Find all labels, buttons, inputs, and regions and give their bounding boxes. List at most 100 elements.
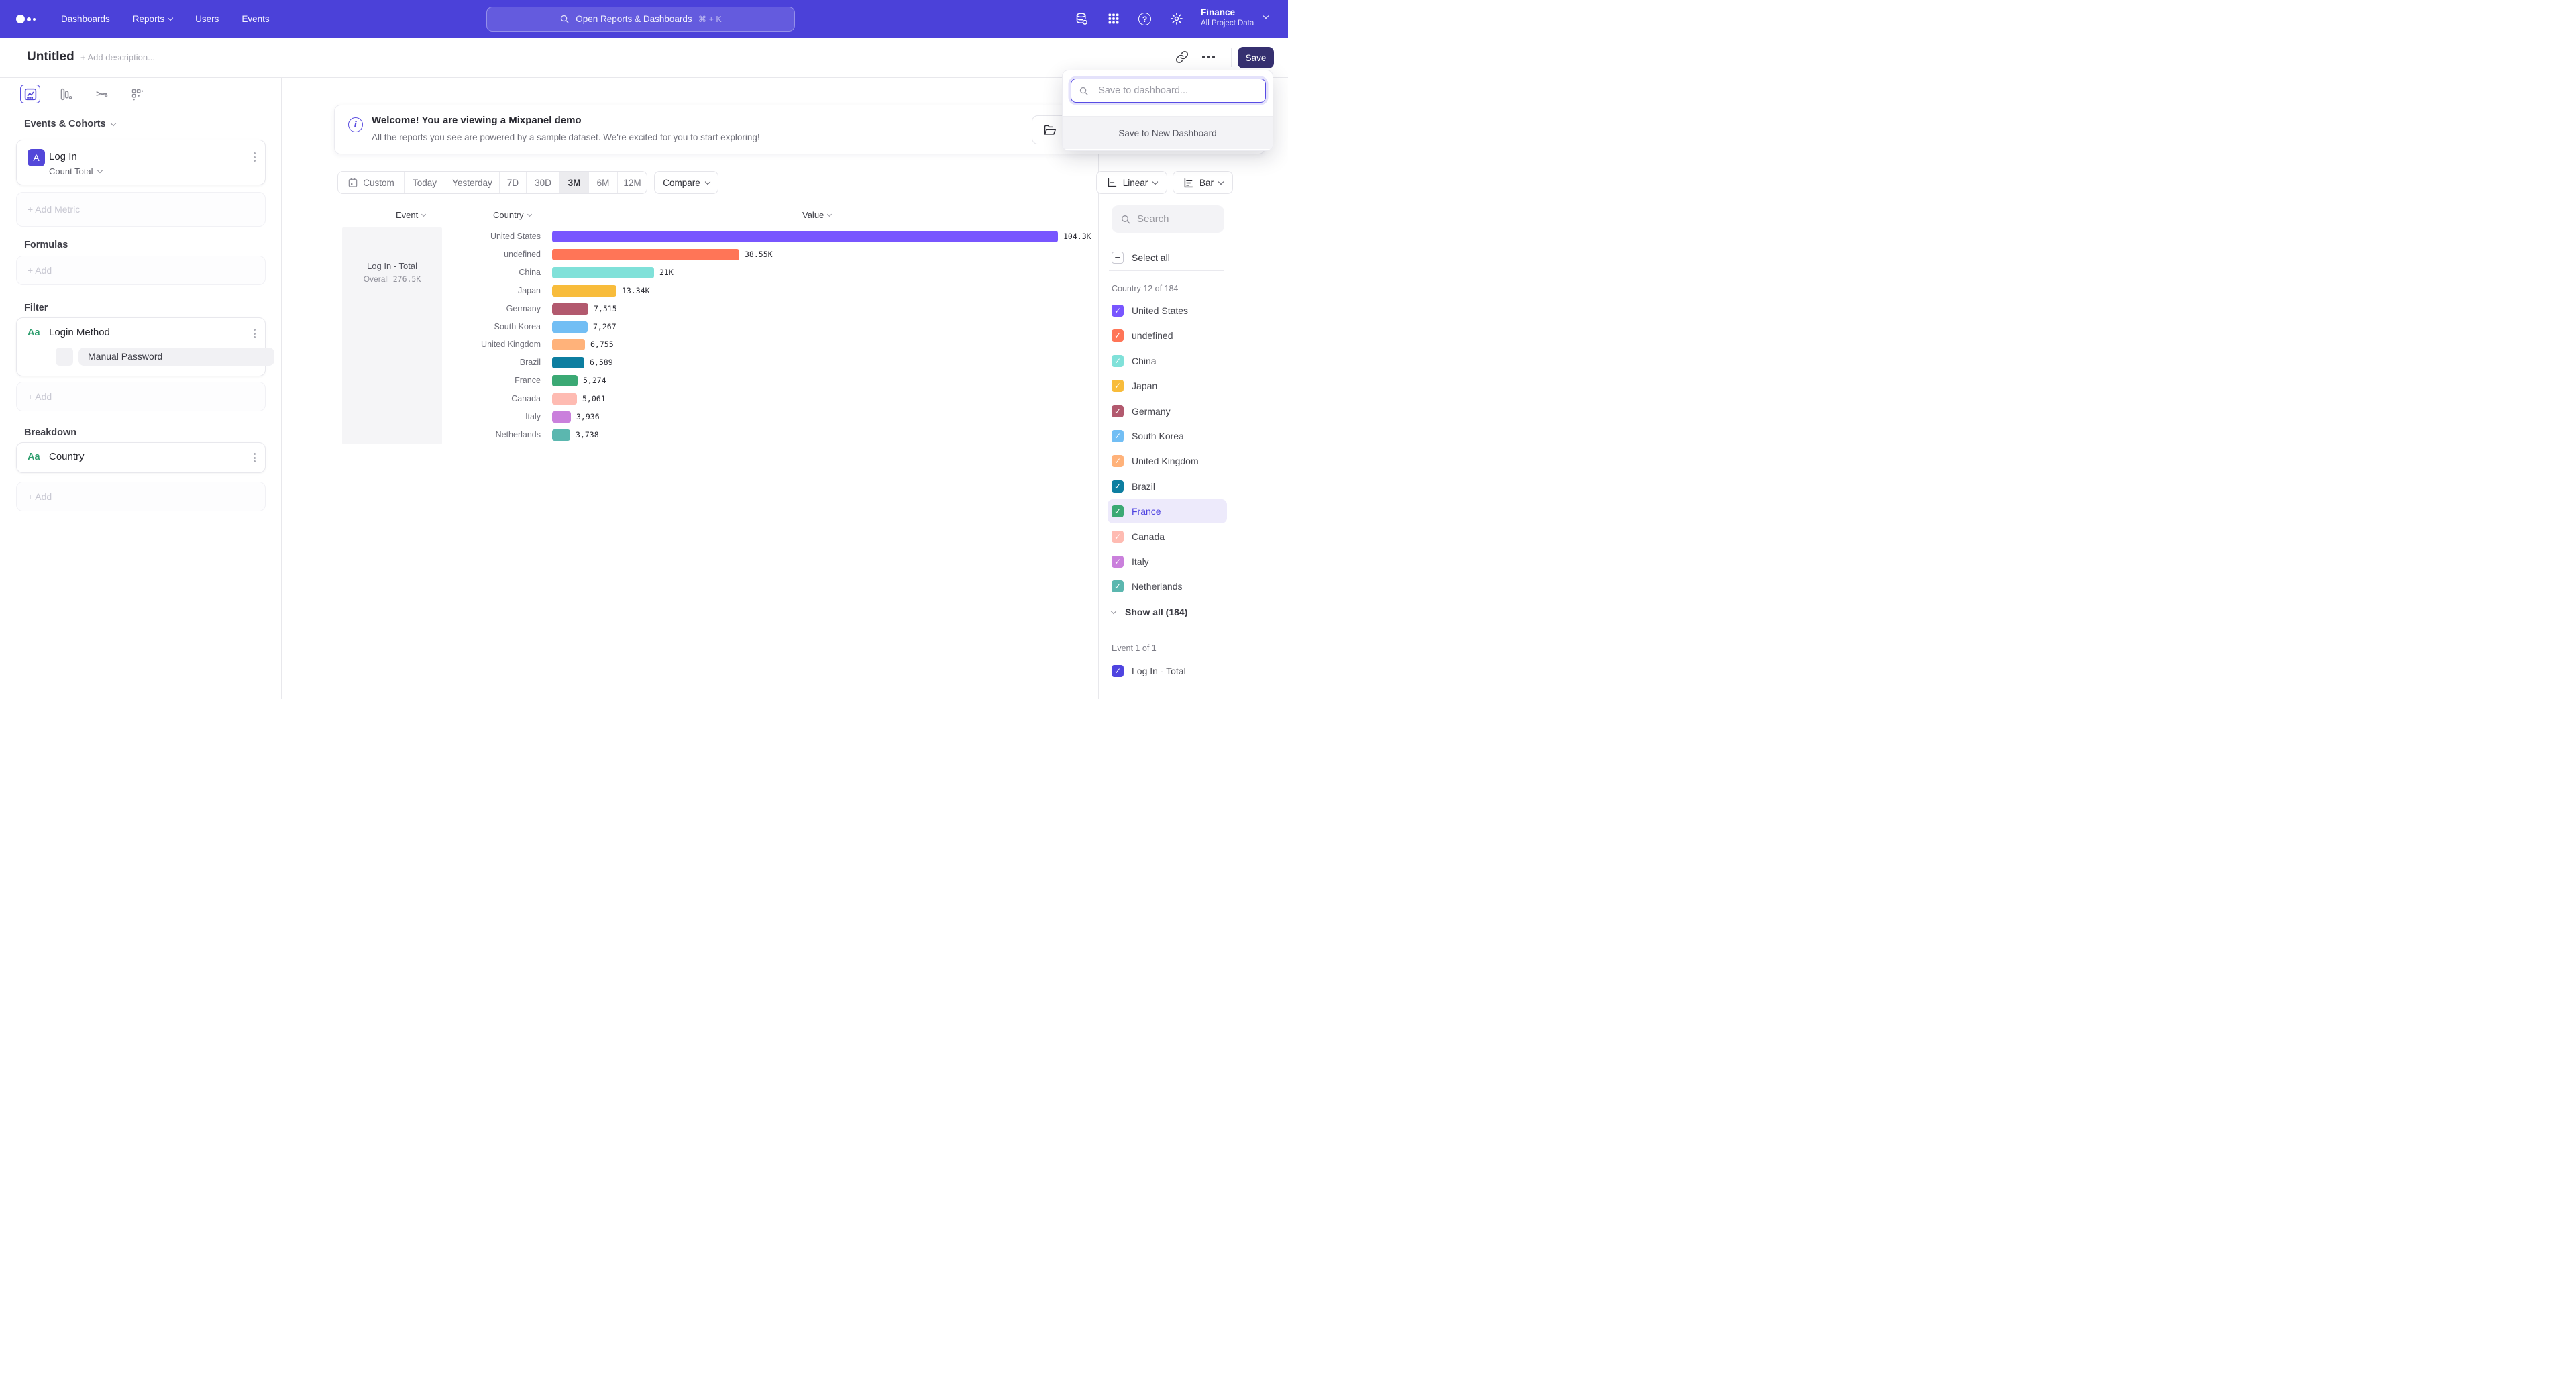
- mixpanel-logo-icon[interactable]: [16, 15, 36, 23]
- country-checkbox[interactable]: ✓: [1112, 455, 1124, 468]
- report-title[interactable]: Untitled: [27, 50, 74, 64]
- more-options-icon[interactable]: [1202, 56, 1215, 58]
- breakdown-property-name[interactable]: Country: [49, 451, 85, 462]
- legend-search-input[interactable]: Search: [1112, 205, 1224, 233]
- legend-country-row[interactable]: ✓ Italy: [1108, 550, 1227, 574]
- global-search-button[interactable]: Open Reports & Dashboards ⌘ + K: [486, 7, 795, 32]
- date-range-yesterday[interactable]: Yesterday: [445, 172, 500, 193]
- nav-item-users[interactable]: Users: [195, 14, 219, 24]
- breakdown-card-country[interactable]: Aa Country: [16, 442, 266, 473]
- tab-insights[interactable]: [20, 85, 40, 103]
- column-header-value[interactable]: Value: [802, 210, 833, 220]
- date-range-30d[interactable]: 30D: [527, 172, 560, 193]
- select-all-row[interactable]: Select all: [1108, 246, 1227, 270]
- save-dashboard-search-input[interactable]: Save to dashboard...: [1071, 79, 1266, 103]
- legend-country-row[interactable]: ✓ Japan: [1108, 374, 1227, 398]
- add-metric-button[interactable]: + Add Metric: [16, 192, 266, 227]
- metric-event-name[interactable]: Log In: [49, 151, 77, 162]
- bar-netherlands[interactable]: [552, 429, 570, 441]
- date-range-today[interactable]: Today: [405, 172, 445, 193]
- country-checkbox[interactable]: ✓: [1112, 430, 1124, 442]
- add-breakdown-button[interactable]: + Add: [16, 482, 266, 511]
- chart-type-button[interactable]: Bar: [1173, 171, 1233, 194]
- filter-card-login-method[interactable]: Aa Login Method = Manual Password: [16, 317, 274, 376]
- bar-south-korea[interactable]: [552, 321, 588, 333]
- legend-country-row[interactable]: ✓ France: [1108, 499, 1227, 524]
- bar-united-kingdom[interactable]: [552, 339, 585, 351]
- events-cohorts-section[interactable]: Events & Cohorts: [24, 119, 116, 130]
- bar-united-states[interactable]: [552, 231, 1058, 242]
- compare-button[interactable]: Compare: [654, 171, 718, 194]
- bar-italy[interactable]: [552, 411, 571, 423]
- legend-event-row[interactable]: ✓ Log In - Total: [1108, 659, 1227, 683]
- add-filter-button[interactable]: + Add: [16, 382, 266, 411]
- scale-selector-button[interactable]: Linear: [1096, 171, 1167, 194]
- bar-canada[interactable]: [552, 393, 577, 405]
- legend-country-row[interactable]: ✓ Netherlands: [1108, 574, 1227, 599]
- column-header-event[interactable]: Event: [396, 210, 427, 220]
- date-range-7d[interactable]: 7D: [500, 172, 527, 193]
- country-checkbox[interactable]: ✓: [1112, 530, 1124, 543]
- metric-kebab-icon[interactable]: [254, 152, 256, 162]
- legend-country-row[interactable]: ✓ undefined: [1108, 323, 1227, 348]
- legend-country-row[interactable]: ✓ Germany: [1108, 399, 1227, 423]
- country-checkbox[interactable]: ✓: [1112, 405, 1124, 417]
- bar-germany[interactable]: [552, 303, 588, 315]
- country-checkbox[interactable]: ✓: [1112, 305, 1124, 317]
- metric-card-login[interactable]: A Log In Count Total: [16, 140, 266, 185]
- save-button[interactable]: Save: [1238, 47, 1274, 68]
- apps-grid-icon[interactable]: [1107, 12, 1121, 26]
- country-checkbox[interactable]: ✓: [1112, 480, 1124, 493]
- select-all-checkbox[interactable]: [1112, 252, 1124, 264]
- filter-property-name[interactable]: Login Method: [49, 327, 110, 338]
- project-switcher[interactable]: Finance All Project Data: [1201, 6, 1254, 29]
- save-to-new-dashboard-option[interactable]: Save to New Dashboard: [1063, 116, 1273, 149]
- date-range-6m[interactable]: 6M: [589, 172, 618, 193]
- global-search-label: Open Reports & Dashboards: [576, 14, 692, 24]
- column-header-country[interactable]: Country: [493, 210, 532, 220]
- country-label: undefined: [1132, 330, 1173, 342]
- project-chevron-icon: [1263, 13, 1269, 19]
- tab-funnels[interactable]: [56, 85, 76, 103]
- help-icon[interactable]: ?: [1138, 13, 1152, 27]
- data-management-icon[interactable]: [1075, 12, 1089, 26]
- country-checkbox[interactable]: ✓: [1112, 380, 1124, 393]
- legend-country-row[interactable]: ✓ United States: [1108, 299, 1227, 323]
- tab-flows[interactable]: [91, 85, 111, 103]
- legend-country-row[interactable]: ✓ Canada: [1108, 525, 1227, 549]
- event-checkbox[interactable]: ✓: [1112, 665, 1124, 677]
- bar-japan[interactable]: [552, 284, 616, 297]
- filter-kebab-icon[interactable]: [254, 329, 256, 338]
- country-checkbox[interactable]: ✓: [1112, 329, 1124, 342]
- bar-china[interactable]: [552, 266, 654, 278]
- add-formula-button[interactable]: + Add: [16, 256, 266, 285]
- nav-item-reports[interactable]: Reports: [133, 14, 174, 24]
- bar-undefined[interactable]: [552, 248, 739, 260]
- country-checkbox[interactable]: ✓: [1112, 354, 1124, 367]
- copy-link-icon[interactable]: [1175, 50, 1189, 64]
- legend-country-row[interactable]: ✓ United Kingdom: [1108, 449, 1227, 473]
- event-total-cell[interactable]: Log In - Total Overall 276.5K: [342, 227, 442, 444]
- country-checkbox[interactable]: ✓: [1112, 580, 1124, 593]
- bar-france[interactable]: [552, 375, 578, 387]
- country-label: South Korea: [1132, 431, 1184, 442]
- country-checkbox[interactable]: ✓: [1112, 505, 1124, 518]
- legend-country-row[interactable]: ✓ Brazil: [1108, 474, 1227, 499]
- add-description[interactable]: + Add description...: [80, 52, 155, 62]
- legend-country-row[interactable]: ✓ South Korea: [1108, 424, 1227, 448]
- tab-retention[interactable]: [127, 85, 147, 103]
- metric-aggregation[interactable]: Count Total: [49, 166, 103, 176]
- nav-item-dashboards[interactable]: Dashboards: [61, 14, 110, 24]
- filter-value[interactable]: Manual Password: [78, 348, 274, 366]
- show-all-button[interactable]: Show all (184): [1110, 602, 1232, 622]
- nav-item-events[interactable]: Events: [241, 14, 270, 24]
- breakdown-kebab-icon[interactable]: [254, 453, 256, 462]
- bar-brazil[interactable]: [552, 357, 584, 369]
- filter-operator[interactable]: =: [56, 348, 73, 366]
- date-range-3m[interactable]: 3M: [560, 172, 589, 193]
- date-range-custom[interactable]: Custom: [338, 172, 405, 193]
- date-range-12m[interactable]: 12M: [623, 177, 641, 188]
- legend-country-row[interactable]: ✓ China: [1108, 349, 1227, 373]
- settings-gear-icon[interactable]: [1170, 12, 1184, 26]
- country-checkbox[interactable]: ✓: [1112, 556, 1124, 568]
